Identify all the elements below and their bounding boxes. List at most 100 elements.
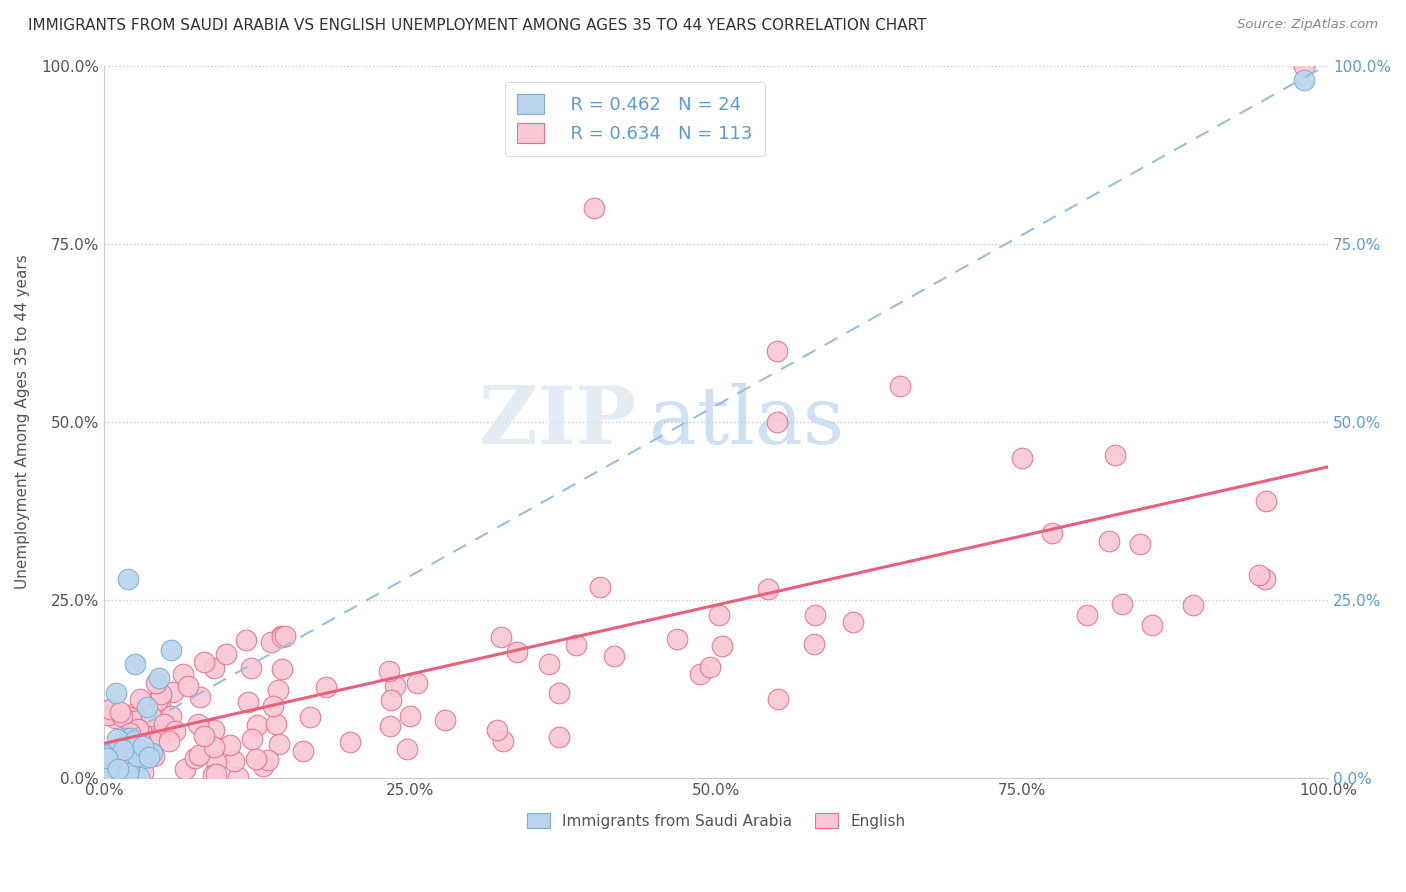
Point: [236, 695, 259, 709]
Point: [96, 751, 118, 765]
Point: [96, 747, 118, 762]
Point: [1292, 59, 1315, 73]
Point: [246, 718, 269, 732]
Point: [267, 737, 290, 751]
Point: [766, 343, 789, 358]
Point: [384, 679, 406, 693]
Point: [588, 580, 610, 594]
Point: [115, 747, 138, 761]
Point: [107, 763, 129, 777]
Point: [97, 707, 120, 722]
Point: [548, 730, 571, 744]
Text: ZIP: ZIP: [479, 383, 637, 461]
Point: [270, 629, 292, 643]
Point: [127, 748, 149, 763]
Point: [121, 709, 143, 723]
Point: [842, 615, 865, 629]
Point: [138, 750, 160, 764]
Point: [117, 761, 139, 775]
Point: [127, 743, 149, 757]
Point: [101, 771, 124, 785]
Point: [201, 768, 224, 782]
Point: [118, 726, 141, 740]
Point: [380, 693, 402, 707]
Point: [188, 690, 211, 704]
Point: [766, 415, 789, 429]
Point: [1128, 537, 1150, 551]
Point: [120, 731, 142, 745]
Point: [172, 667, 194, 681]
Point: [756, 582, 779, 596]
Point: [292, 743, 315, 757]
Point: [271, 630, 294, 644]
Point: [240, 661, 263, 675]
Point: [298, 710, 321, 724]
Point: [124, 657, 146, 672]
Point: [107, 742, 129, 756]
Point: [1111, 597, 1133, 611]
Point: [405, 676, 427, 690]
Point: [101, 763, 124, 777]
Point: [150, 687, 173, 701]
Point: [135, 700, 157, 714]
Point: [187, 717, 209, 731]
Point: [131, 752, 153, 766]
Point: [202, 661, 225, 675]
Point: [434, 713, 457, 727]
Point: [160, 643, 183, 657]
Point: [202, 740, 225, 755]
Point: [132, 765, 155, 780]
Point: [146, 723, 169, 737]
Point: [267, 683, 290, 698]
Point: [117, 765, 139, 780]
Point: [160, 709, 183, 723]
Point: [378, 665, 401, 679]
Point: [266, 716, 288, 731]
Point: [315, 680, 337, 694]
Point: [547, 686, 569, 700]
Point: [149, 729, 172, 743]
Point: [205, 755, 228, 769]
Point: [252, 759, 274, 773]
Point: [245, 752, 267, 766]
Point: [707, 608, 730, 623]
Point: [665, 632, 688, 647]
Point: [124, 714, 146, 729]
Point: [141, 746, 163, 760]
Point: [114, 731, 136, 746]
Point: [1254, 494, 1277, 508]
Point: [193, 730, 215, 744]
Point: [204, 767, 226, 781]
Point: [1254, 572, 1277, 586]
Point: [228, 771, 250, 785]
Point: [274, 629, 297, 643]
Point: [1076, 607, 1098, 622]
Point: [141, 708, 163, 723]
Point: [889, 379, 911, 393]
Point: [492, 733, 515, 747]
Point: [145, 675, 167, 690]
Point: [202, 723, 225, 737]
Point: [222, 754, 245, 768]
Point: [159, 734, 181, 748]
Point: [177, 679, 200, 693]
Point: [110, 705, 132, 719]
Point: [339, 735, 361, 749]
Point: [689, 667, 711, 681]
Point: [105, 732, 128, 747]
Legend: Immigrants from Saudi Arabia, English: Immigrants from Saudi Arabia, English: [520, 806, 911, 835]
Point: [257, 753, 280, 767]
Point: [117, 572, 139, 586]
Point: [188, 747, 211, 762]
Point: [98, 701, 121, 715]
Point: [148, 672, 170, 686]
Point: [121, 707, 143, 722]
Point: [537, 657, 560, 672]
Point: [142, 748, 165, 763]
Point: [262, 698, 284, 713]
Point: [214, 648, 236, 662]
Point: [710, 639, 733, 653]
Point: [165, 724, 187, 739]
Point: [603, 648, 626, 663]
Point: [582, 201, 605, 215]
